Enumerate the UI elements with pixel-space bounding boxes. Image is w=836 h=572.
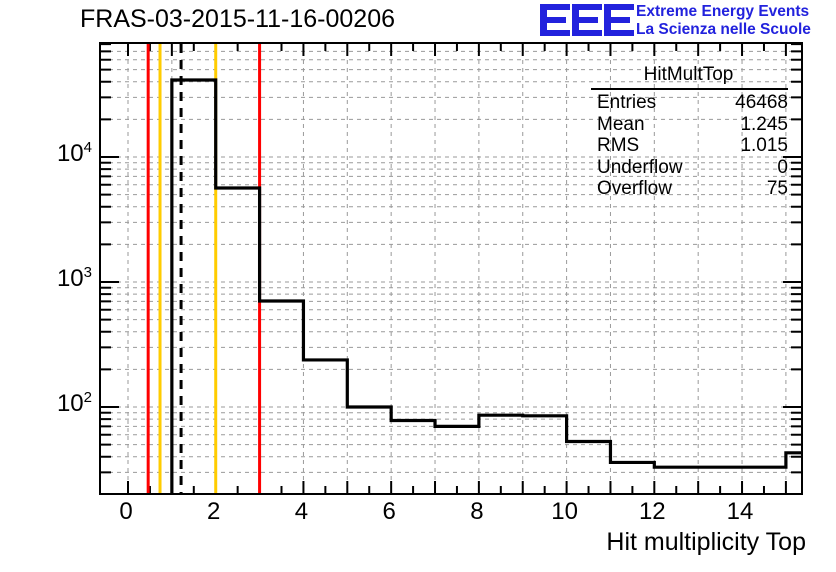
page-title: FRAS-03-2015-11-16-00206: [80, 5, 396, 33]
eee-logo-mark-icon: [540, 4, 634, 38]
stats-row-overflow: Overflow 75: [583, 178, 794, 200]
stats-row-underflow: Underflow 0: [583, 157, 794, 179]
stats-value-entries: 46468: [735, 92, 788, 113]
stats-value-overflow: 75: [766, 178, 788, 199]
stats-key-entries: Entries: [597, 92, 657, 113]
histogram-outline: [170, 78, 801, 493]
x-tick-label-6: 6: [382, 498, 396, 525]
stats-row-entries: Entries 46468: [583, 92, 794, 114]
stats-key-mean: Mean: [597, 113, 645, 135]
stats-value-mean: 1.245: [740, 113, 788, 135]
x-tick-label-2: 2: [207, 498, 221, 525]
stats-key-rms: RMS: [597, 135, 640, 156]
x-tick-label-0: 0: [119, 498, 133, 525]
eee-logo: Extreme Energy Events La Scienza nelle S…: [540, 2, 832, 42]
x-tick-label-12: 12: [638, 498, 666, 525]
stats-row-rms: RMS 1.015: [583, 135, 794, 157]
x-axis-title: Hit multiplicity Top: [606, 528, 806, 556]
stats-box: HitMultTop Entries 46468 Mean 1.245 RMS …: [583, 63, 794, 208]
stats-key-underflow: Underflow: [597, 156, 683, 178]
x-tick-label-10: 10: [551, 498, 578, 525]
stats-title: HitMultTop: [643, 64, 734, 85]
histogram-plot: [101, 44, 801, 493]
plot-frame: [99, 42, 803, 495]
y-tick-label-10e2: 102: [56, 389, 92, 417]
eee-logo-line1: Extreme Energy Events: [636, 3, 810, 20]
x-tick-label-14: 14: [726, 498, 754, 525]
eee-logo-line2: La Scienza nelle Scuole: [636, 21, 811, 38]
y-tick-label-10e3: 103: [56, 264, 92, 292]
stats-row-mean: Mean 1.245: [583, 114, 794, 136]
stats-divider: [591, 88, 788, 90]
x-tick-label-4: 4: [294, 498, 309, 525]
x-tick-label-8: 8: [470, 498, 484, 525]
y-tick-label-10e4: 104: [56, 139, 92, 167]
stats-value-rms: 1.015: [740, 135, 788, 156]
stats-value-underflow: 0: [777, 156, 788, 178]
stats-key-overflow: Overflow: [597, 178, 672, 199]
